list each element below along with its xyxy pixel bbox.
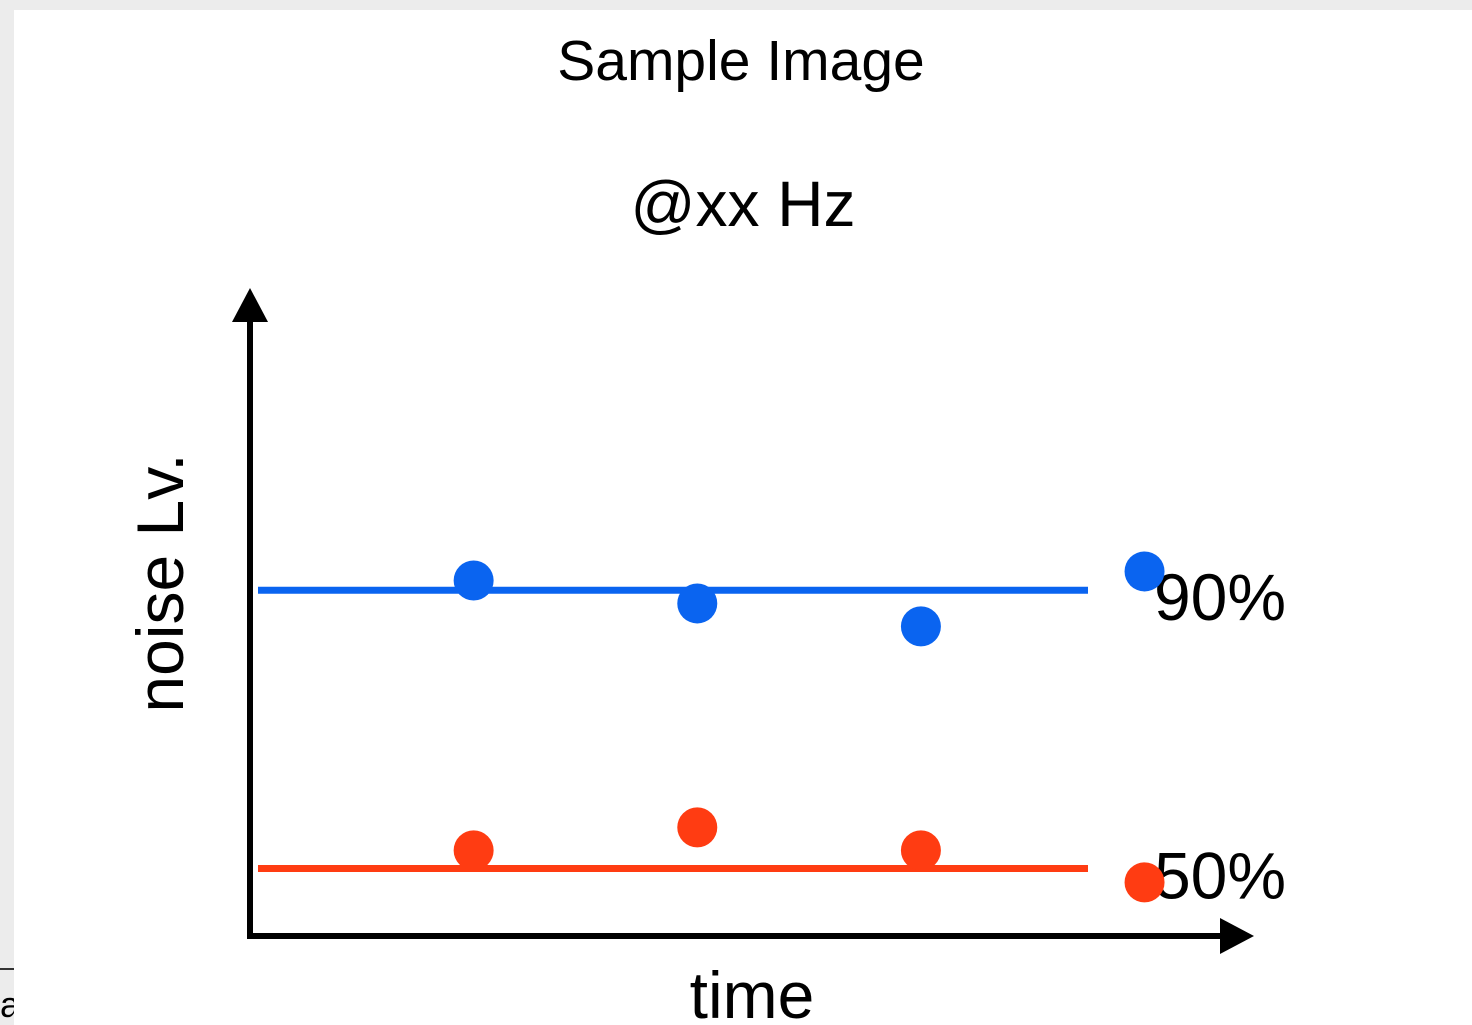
series-label-50pct: 50% (1154, 838, 1286, 912)
chart-title: Sample Image (557, 29, 925, 93)
data-point-90pct-1 (453, 560, 494, 601)
chart-marks: 90% 50% (258, 551, 1286, 912)
chart-subtitle: @xx Hz (631, 168, 856, 240)
data-point-90pct-4 (1124, 551, 1165, 592)
data-point-90pct-3 (900, 606, 941, 647)
y-axis-label: noise Lv. (123, 453, 197, 712)
data-point-50pct-1 (453, 830, 494, 871)
data-point-50pct-2 (677, 807, 718, 848)
data-point-50pct-4 (1124, 862, 1165, 903)
series-label-90pct: 90% (1154, 560, 1286, 634)
frame-edge-line (0, 968, 14, 970)
x-axis-arrow (1220, 918, 1254, 954)
partial-edge-text: a (0, 985, 14, 1025)
data-point-50pct-3 (900, 830, 941, 871)
y-axis-arrow (232, 288, 268, 322)
x-axis-label: time (690, 958, 815, 1025)
data-point-90pct-2 (677, 583, 718, 624)
chart-panel (14, 10, 1472, 1025)
